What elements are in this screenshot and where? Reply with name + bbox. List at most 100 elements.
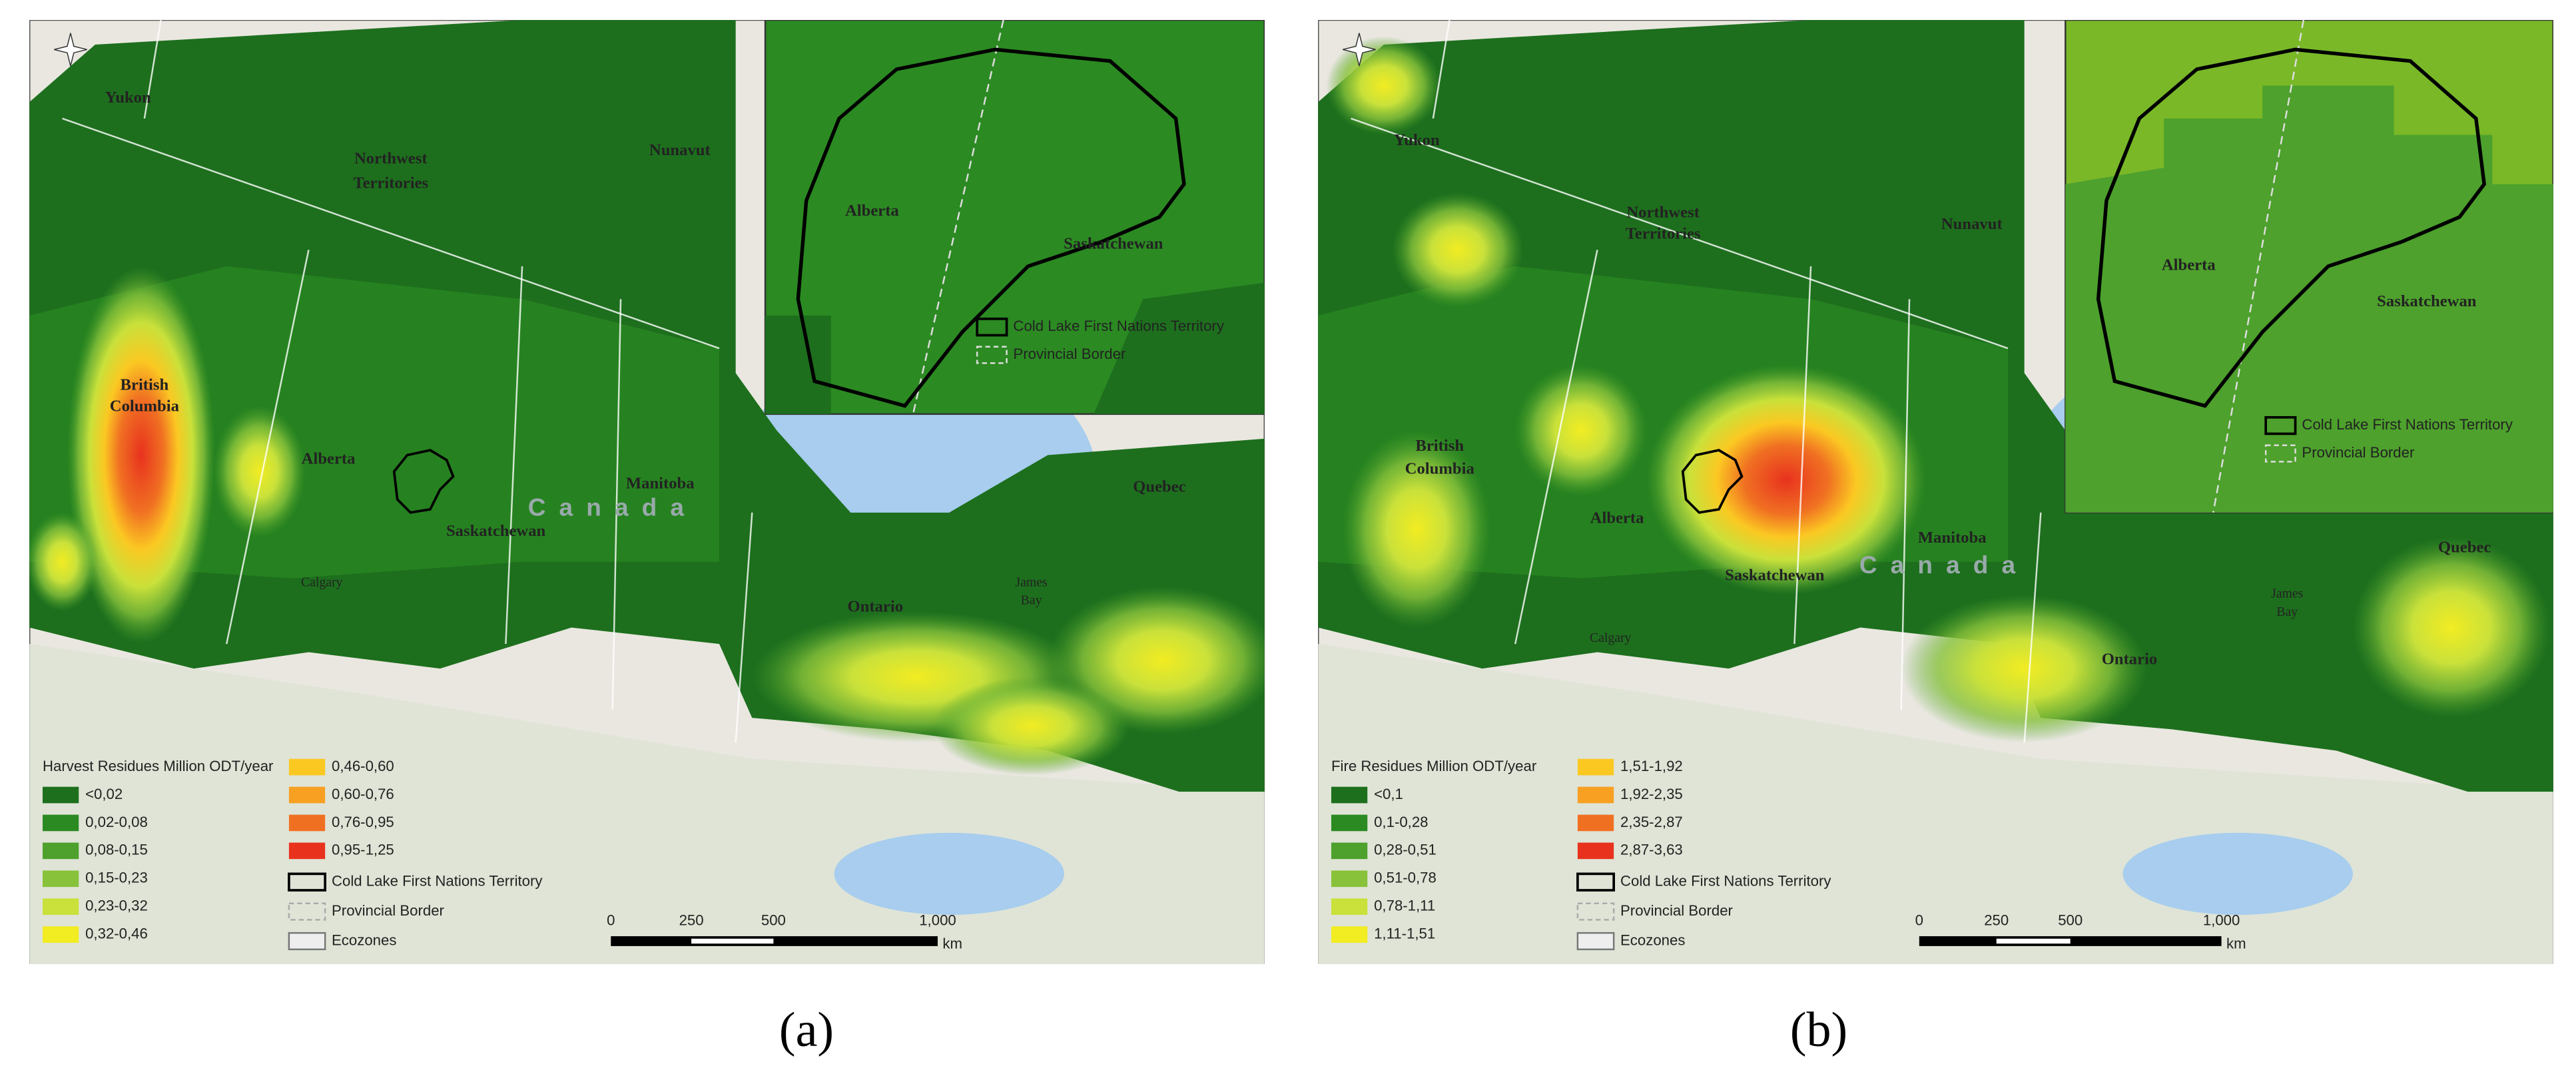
provincial-border [143,20,162,119]
legend-swatch [42,870,79,888]
legend-swatch [1577,814,1614,832]
overlay-label: Ecozones [332,932,396,948]
caption: (b) [1789,1003,1848,1057]
overlay-swatch [1576,932,1615,951]
place-label: Northwest [354,149,428,167]
legend-swatch [42,898,79,916]
inset-territory [796,47,1186,408]
inset-legend-swatch [976,317,1008,337]
inset-map: Alberta Saskatchewan Cold Lake First Natio… [2065,20,2553,514]
overlay-label: Provincial Border [1620,902,1734,919]
legend-swatch [288,758,326,776]
legend-swatch [1331,870,1368,888]
scale-label: 250 [1984,912,2009,929]
inset-cells [2065,85,2553,513]
great-lakes [834,832,1064,916]
place-label: Calgary [1590,631,1632,645]
legend-label: 0,08-0,15 [85,842,148,858]
legend-swatch [288,814,326,832]
provincial-border [2023,512,2042,743]
place-label: Columbia [110,398,179,415]
scale-label: 500 [2058,912,2083,929]
legend-label: 1,11-1,51 [1374,925,1435,941]
legend-swatch [1577,758,1614,776]
scale-label: 1,000 [2203,912,2240,929]
north-arrow [1343,33,1376,67]
scale-label: 1,000 [919,912,956,929]
scale-label: 0 [1915,912,1923,929]
inset-legend-label: Provincial Border [1013,346,1126,362]
provincial-border [1900,299,1911,710]
legend-label: 0,78-1,11 [1374,898,1435,914]
legend-label: 0,23-0,32 [85,898,148,914]
map-panel: Yukon Northwest Territories Nunavut British C… [29,20,1265,964]
place-label: Bay [2276,605,2298,619]
legend-swatch [42,926,79,943]
provincial-border [735,512,753,743]
inset-legend-label: Cold Lake First Nations Territory [2302,416,2513,433]
provincial-border [225,250,310,645]
density-area [67,266,215,645]
overlay-swatch [1576,902,1615,921]
legend-swatch [288,842,326,860]
density-area [1901,595,2148,743]
provincial-border [1432,20,1450,119]
legend-label: 0,60-0,76 [332,786,394,802]
scale-label: 250 [679,912,704,929]
provincial-border [1514,250,1598,645]
inset-legend-swatch [2264,415,2297,435]
legend-label: <0,1 [1374,786,1403,802]
legend-label: 0,51-0,78 [1374,870,1437,886]
place-label: Columbia [1405,459,1474,477]
place-label: Yukon [105,89,151,107]
legend-swatch [1577,786,1614,804]
overlay-swatch [288,902,326,921]
place-label: Saskatchewan [446,522,546,540]
place-label: British [121,376,169,394]
inset-place-label: Saskatchewan [1064,235,1163,253]
legend-swatch [42,786,79,804]
density-area [2352,537,2550,718]
caption: (a) [779,1003,834,1057]
provincial-border [62,117,720,350]
great-lakes [2122,832,2353,916]
legend-swatch [1331,842,1368,860]
legend-label: 2,87-3,63 [1620,842,1683,858]
legend-swatch [1331,814,1368,832]
legend-swatch [42,814,79,832]
place-label: Ontario [2102,650,2158,668]
density-area [1326,36,1442,135]
legend-title: Harvest Residues Million ODT/year [43,758,274,774]
legend-label: 1,51-1,92 [1620,758,1683,774]
place-label: Quebec [1133,477,1185,495]
legend-swatch [42,842,79,860]
density-area [1343,430,1491,628]
scale-unit: km [942,935,962,951]
legend-swatch [1331,898,1368,916]
place-label: Northwest [1626,204,1700,222]
inset-legend-label: Cold Lake First Nations Territory [1013,318,1224,334]
north-arrow-star [54,33,87,67]
legend-label: <0,02 [85,786,123,802]
legend-label: 0,95-1,25 [332,842,394,858]
inset-place-label: Alberta [845,202,899,220]
legend-label: 0,02-0,08 [85,814,148,830]
legend-label: 0,1-0,28 [1374,814,1428,830]
place-label: James [1015,575,1047,589]
inset-map: Alberta Saskatchewan Cold Lake First Natio… [764,20,1265,415]
provincial-border [505,266,523,645]
legend-swatch [1331,786,1368,804]
place-label: Calgary [301,575,343,589]
legend-label: 2,35-2,87 [1620,814,1683,830]
scale-bar-segment [691,938,774,944]
inset-border [2212,20,2305,513]
territory-outline [1681,449,1744,514]
inset-territory [2096,47,2487,408]
legend-swatch [1331,926,1368,943]
inset-legend-swatch [2264,444,2296,463]
provincial-border [1793,266,1812,645]
provincial-border [1351,117,2009,350]
place-label: Alberta [1590,509,1644,527]
north-arrow-star [1343,33,1376,67]
